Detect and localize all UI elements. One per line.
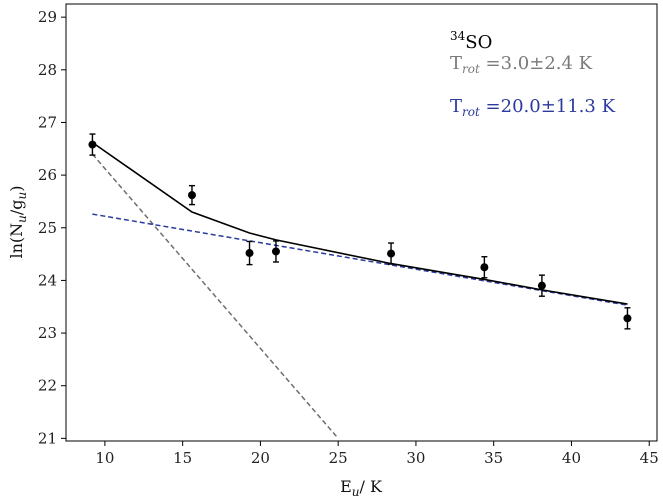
data-point-7 <box>537 274 546 297</box>
x-tick-label: 10 <box>95 449 114 467</box>
data-marker <box>537 281 546 290</box>
y-tick-label: 23 <box>38 324 57 342</box>
fit-lines <box>91 141 628 439</box>
data-point-8 <box>623 307 632 330</box>
data-point-1 <box>88 133 97 156</box>
y-axis-title: ln(Nu/gu) <box>7 185 29 258</box>
y-tick-label: 22 <box>38 377 57 395</box>
data-marker <box>480 263 489 272</box>
data-marker <box>387 249 396 258</box>
x-tick-label: 30 <box>406 449 425 467</box>
data-point-6 <box>480 256 489 279</box>
data-marker <box>88 140 97 149</box>
trot-cold-label: Trot =3.0±2.4 K <box>450 53 593 76</box>
axis-ticks: 10 15 20 25 30 35 40 45 21 22 23 24 25 26 27 28 29 <box>38 8 659 467</box>
data-marker <box>245 249 254 258</box>
x-tick-label: 25 <box>329 449 348 467</box>
x-tick-label: 40 <box>562 449 581 467</box>
x-tick-label: 15 <box>173 449 192 467</box>
x-tick-label: 20 <box>251 449 270 467</box>
data-point-4 <box>271 240 280 263</box>
component-fit-line-1 <box>91 153 339 439</box>
plot-frame <box>65 3 658 442</box>
trot-warm-label: Trot =20.0±11.3 K <box>450 96 616 119</box>
y-tick-label: 29 <box>38 8 57 26</box>
data-point-5 <box>387 242 396 265</box>
data-marker <box>187 191 196 200</box>
y-tick-label: 21 <box>38 429 57 447</box>
x-tick-label: 35 <box>484 449 503 467</box>
x-axis-title: Eu/ K <box>340 477 383 499</box>
molecule-label: 34SO <box>450 29 492 53</box>
data-point-2 <box>187 184 196 206</box>
data-point-3 <box>245 240 254 266</box>
data-marker <box>623 314 632 323</box>
y-tick-label: 28 <box>38 61 57 79</box>
plot-background <box>66 4 657 441</box>
data-points <box>88 133 632 330</box>
x-tick-label: 45 <box>640 449 659 467</box>
y-tick-label: 24 <box>38 271 57 289</box>
total-fit-line <box>91 141 628 305</box>
y-tick-label: 26 <box>38 166 57 184</box>
y-tick-label: 25 <box>38 219 57 237</box>
data-marker <box>271 247 280 256</box>
y-tick-label: 27 <box>38 113 57 131</box>
